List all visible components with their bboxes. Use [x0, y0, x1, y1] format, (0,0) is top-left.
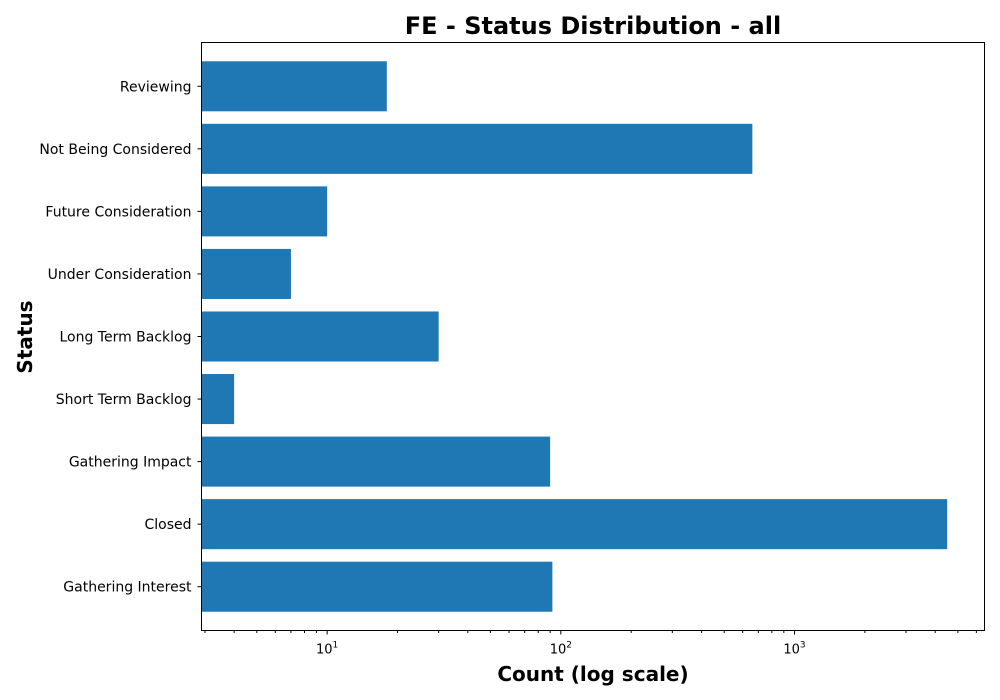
bar-gathering-interest — [201, 561, 553, 612]
x-tick-label-100: 102 — [550, 641, 572, 658]
x-tick-label-10: 101 — [316, 641, 338, 658]
y-tick-label-closed: Closed — [144, 517, 191, 533]
y-tick-label-future-consideration: Future Consideration — [45, 204, 191, 220]
y-tick-label-reviewing: Reviewing — [120, 79, 192, 95]
chart-title: FE - Status Distribution - all — [405, 12, 781, 40]
x-axis-label: Count (log scale) — [497, 662, 688, 686]
y-tick-label-not-being-considered: Not Being Considered — [39, 142, 191, 158]
y-tick-label-under-consideration: Under Consideration — [48, 267, 192, 283]
x-axis-ticks: 101 102 103 — [204, 630, 977, 658]
bar-reviewing — [201, 61, 387, 112]
bar-long-term-backlog — [201, 311, 439, 362]
plot-frame — [201, 42, 985, 631]
bar-under-consideration — [201, 248, 291, 299]
y-axis-label: Status — [13, 300, 37, 373]
bar-short-term-backlog — [201, 374, 235, 425]
bar-group — [201, 61, 948, 612]
y-axis-ticks: Gathering Interest Closed Gathering Impact… — [39, 79, 202, 596]
bar-not-being-considered — [201, 123, 753, 174]
bar-gathering-impact — [201, 436, 551, 487]
y-tick-label-long-term-backlog: Long Term Backlog — [59, 330, 191, 346]
bar-closed — [201, 499, 948, 550]
y-tick-label-gathering-interest: Gathering Interest — [63, 580, 192, 596]
bar-future-consideration — [201, 186, 328, 237]
x-tick-label-1000: 103 — [783, 641, 805, 658]
y-tick-label-gathering-impact: Gathering Impact — [69, 455, 192, 471]
y-tick-label-short-term-backlog: Short Term Backlog — [56, 392, 192, 408]
